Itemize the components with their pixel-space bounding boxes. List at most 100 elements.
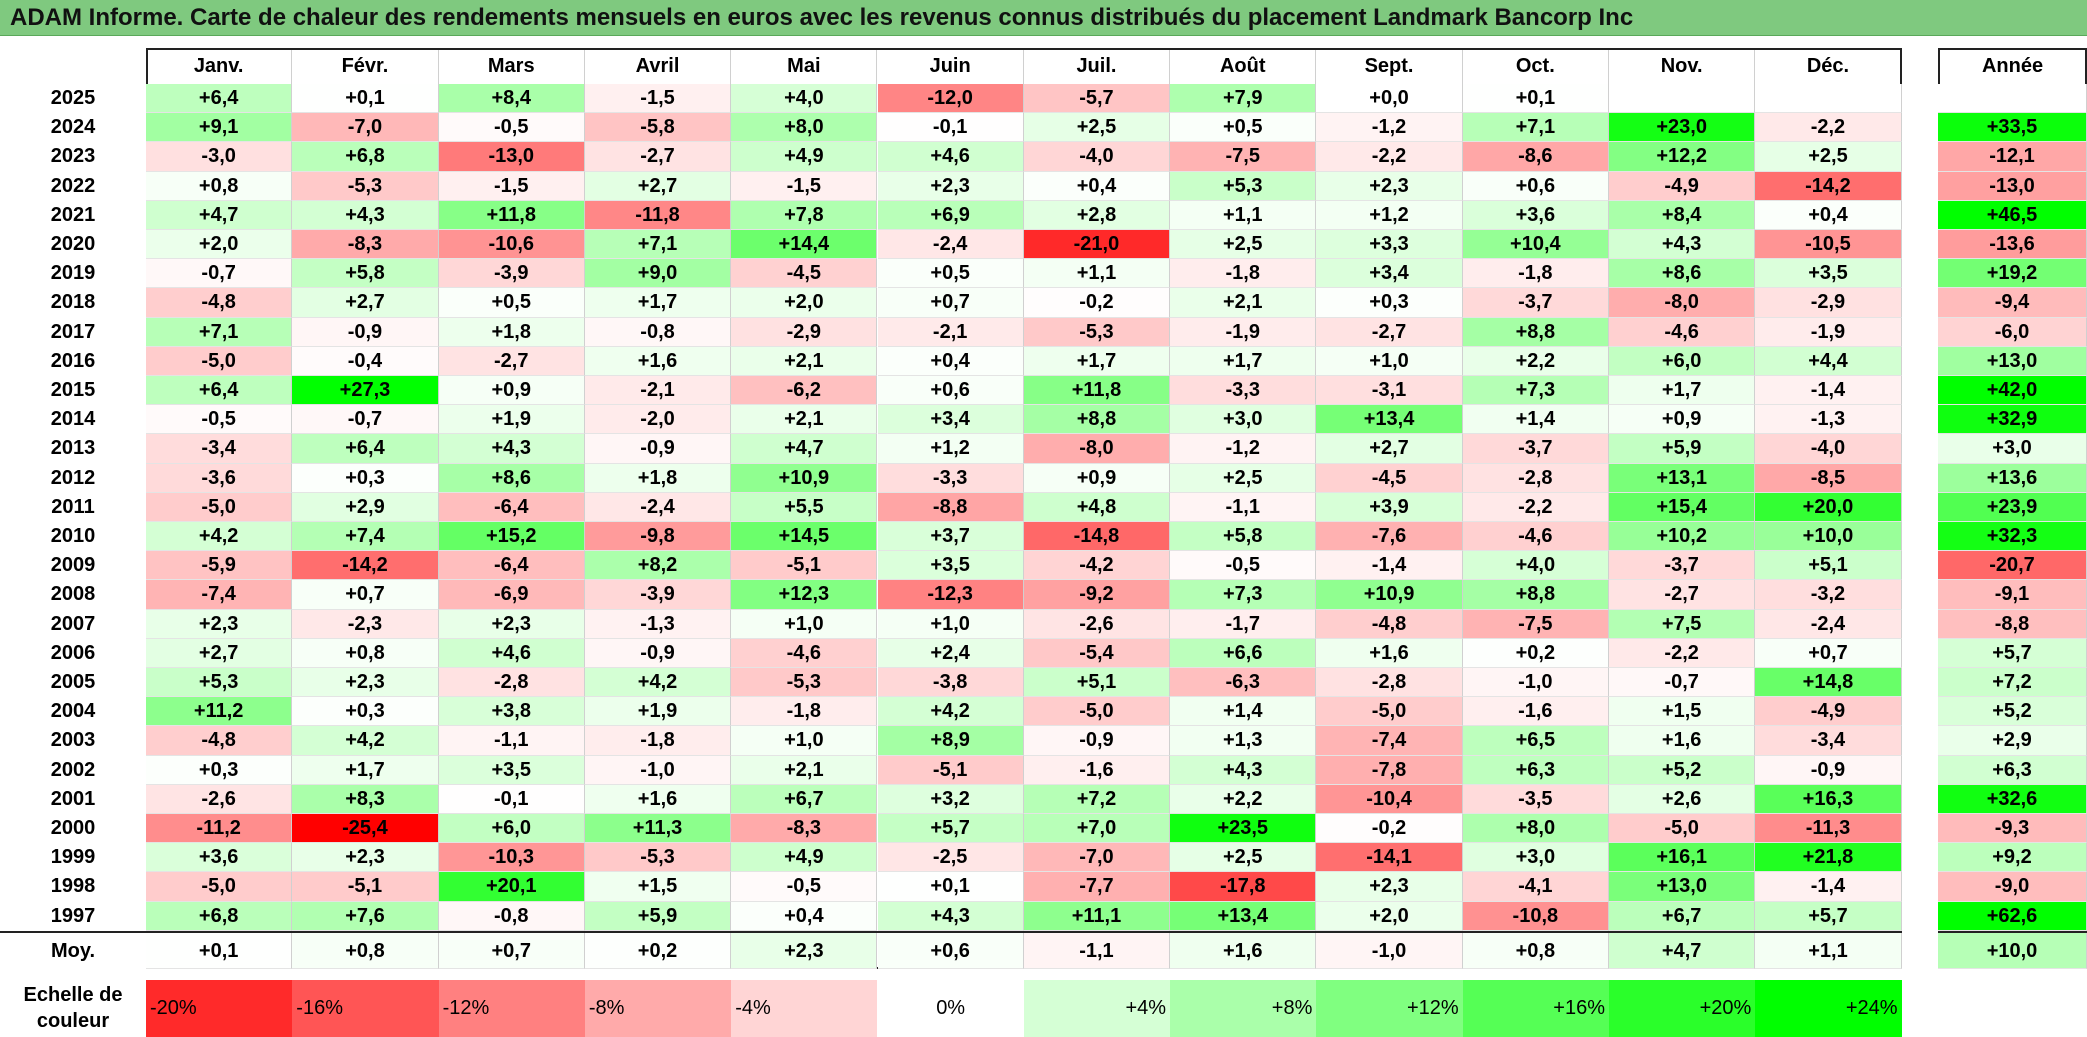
heatmap-cell: +5,5 [731,492,878,522]
heatmap-cell: +6,5 [1462,726,1609,756]
heatmap-cell: +20,0 [1755,492,1902,522]
year-label: 2022 [50,174,96,197]
heatmap-cell: -2,3 [292,609,439,639]
heatmap-cell: -2,4 [1755,609,1902,639]
scale-swatch: +8% [1170,980,1317,1037]
annual-cell: -12,1 [1938,142,2087,172]
scale-label-line: Echelle de [23,984,123,1006]
heatmap-cell: +5,1 [1023,668,1171,698]
scale-swatch: 0% [877,980,1024,1037]
year-label: 2017 [50,320,96,343]
annual-cell: +5,7 [1938,638,2087,668]
heatmap-cell: +0,3 [292,463,439,493]
heatmap-cell: +4,3 [438,434,585,464]
heatmap-cell: -5,0 [1023,697,1171,727]
heatmap-cell: +1,9 [438,405,585,435]
heatmap-cell: +3,5 [877,551,1024,581]
heatmap-cell: +6,6 [1170,638,1317,668]
heatmap-cell: -1,1 [1170,492,1317,522]
heatmap-cell: +2,5 [1755,142,1902,172]
heatmap-cell: -6,4 [438,551,585,581]
heatmap-cell: +2,6 [1609,784,1756,814]
heatmap-cell: -1,5 [731,171,878,201]
heatmap-cell: +3,8 [438,697,585,727]
heatmap-cell: +14,4 [731,230,878,260]
annual-cell: +23,9 [1938,492,2087,522]
annual-cell: -13,0 [1938,171,2087,201]
heatmap-cell: +3,5 [438,755,585,785]
heatmap-cell: +3,6 [146,843,293,873]
heatmap-cell: +8,4 [438,84,585,114]
heatmap-cell: +2,7 [584,171,732,201]
heatmap-cell: +2,3 [1316,171,1463,201]
annual-cell: +9,2 [1938,843,2087,873]
scale-label-line: couleur [36,1010,110,1032]
heatmap-cell: -4,8 [146,726,293,756]
heatmap-cell: -5,3 [1023,317,1171,347]
heatmap-cell: +8,3 [292,784,439,814]
year-label: 2001 [50,787,96,810]
heatmap-cell: +0,1 [292,84,439,114]
heatmap-cell: +11,8 [1023,376,1171,406]
average-cell: -1,1 [1023,932,1171,969]
annual-cell: -9,1 [1938,580,2087,610]
heatmap-cell: -5,0 [146,492,293,522]
heatmap-cell: +1,3 [1170,726,1317,756]
heatmap-cell: +6,0 [1609,346,1756,376]
heatmap-cell: -1,0 [1462,668,1609,698]
heatmap-cell: -0,9 [584,434,732,464]
heatmap-cell: -21,0 [1023,230,1171,260]
heatmap-cell: +14,8 [1755,668,1902,698]
year-label: 2000 [50,817,96,839]
heatmap-cell: +21,8 [1755,843,1902,873]
heatmap-cell: +2,1 [1170,288,1317,318]
heatmap-cell: +1,4 [1170,697,1317,727]
heatmap-cell: +1,8 [584,463,732,493]
heatmap-cell: +23,5 [1170,814,1317,844]
heatmap-cell: -5,1 [877,755,1024,785]
year-label: 2024 [50,116,96,139]
heatmap-cell: +13,1 [1609,463,1756,493]
heatmap-cell: +7,3 [1170,580,1317,610]
heatmap-cell: -14,8 [1023,522,1171,552]
heatmap-cell: +1,0 [1316,346,1463,376]
heatmap-cell: +7,3 [1462,376,1609,406]
heatmap-cell: -4,2 [1023,551,1171,581]
heatmap-cell: -1,2 [1316,113,1463,143]
scale-swatch: -4% [731,980,878,1037]
year-label: 2019 [50,262,96,285]
heatmap-cell: -3,7 [1462,288,1609,318]
heatmap-cell: +0,7 [1755,638,1902,668]
heatmap-cell: -5,1 [292,872,439,902]
heatmap-cell [1609,84,1756,114]
heatmap-cell: -8,6 [1462,142,1609,172]
heatmap-cell: -2,6 [1023,609,1171,639]
heatmap-cell: +5,3 [146,668,293,698]
month-header: Janv. [146,48,293,84]
heatmap-cell: -6,9 [438,580,585,610]
heatmap-cell: +9,0 [584,259,732,289]
year-label: 1997 [50,904,96,927]
heatmap-cell: -2,5 [877,843,1024,873]
heatmap-cell: -2,9 [731,317,878,347]
heatmap-cell: -0,9 [292,317,439,347]
heatmap-cell: -8,5 [1755,463,1902,493]
heatmap-cell: -6,2 [731,376,878,406]
heatmap-cell: +1,1 [1170,200,1317,230]
heatmap-cell: +1,7 [1023,346,1171,376]
heatmap-cell: +12,2 [1609,142,1756,172]
heatmap-cell: +0,9 [1609,405,1756,435]
year-label: 2007 [50,612,96,635]
heatmap-cell: -0,4 [292,346,439,376]
heatmap-cell: +4,2 [584,668,732,698]
heatmap-cell: -3,6 [146,463,293,493]
heatmap-cell: -4,8 [146,288,293,318]
heatmap-cell: +8,0 [731,113,878,143]
heatmap-cell: +8,8 [1023,405,1171,435]
average-cell: +4,7 [1609,932,1756,969]
scale-swatch: +4% [1023,980,1171,1037]
heatmap-cell: +1,0 [731,726,878,756]
heatmap-cell: +1,7 [292,755,439,785]
heatmap-cell: +20,1 [438,872,585,902]
heatmap-cell: -2,7 [438,346,585,376]
